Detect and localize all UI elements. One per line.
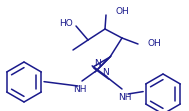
Text: NH: NH	[73, 84, 87, 93]
Text: OH: OH	[147, 40, 161, 49]
Text: OH: OH	[115, 8, 129, 17]
Text: N: N	[94, 59, 101, 68]
Text: N: N	[102, 68, 109, 77]
Text: NH: NH	[118, 92, 132, 101]
Text: HO: HO	[59, 19, 73, 28]
